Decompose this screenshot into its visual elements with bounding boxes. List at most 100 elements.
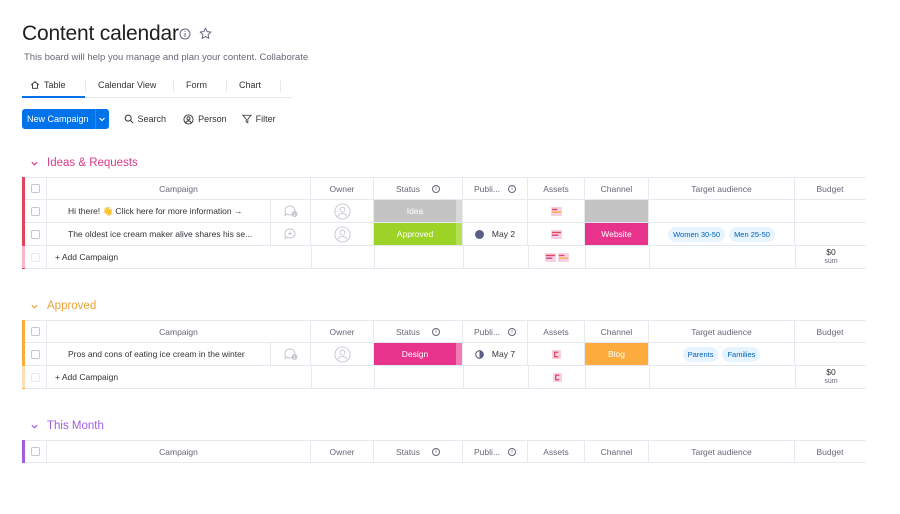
assets-cell[interactable] [528, 223, 585, 245]
table-row[interactable]: Hi there! 👋 Click here for more informat… [25, 200, 866, 223]
assets-cell[interactable] [528, 200, 585, 222]
column-campaign[interactable]: Campaign [47, 321, 311, 342]
chevron-down-icon[interactable] [30, 302, 39, 311]
campaign-name[interactable]: Hi there! 👋 Click here for more informat… [47, 200, 271, 222]
tab-chart-label: Chart [239, 80, 262, 90]
column-channel[interactable]: Channel [585, 321, 649, 342]
publish-date-cell[interactable]: May 2 [463, 223, 528, 245]
add-update-icon[interactable] [271, 223, 311, 245]
group-header-this-month[interactable]: This Month [30, 420, 104, 432]
campaign-name[interactable]: Pros and cons of eating ice cream in the… [47, 343, 271, 365]
owner-avatar[interactable] [311, 200, 374, 222]
info-icon[interactable]: i [508, 184, 516, 193]
row-checkbox[interactable] [25, 200, 47, 222]
column-publish[interactable]: Publi... i [463, 321, 528, 342]
column-channel[interactable]: Channel [585, 441, 649, 462]
tab-calendar-view[interactable]: Calendar View [86, 74, 173, 98]
star-icon[interactable] [199, 27, 212, 40]
column-owner[interactable]: Owner [311, 321, 374, 342]
group-title[interactable]: Approved [47, 300, 97, 312]
group-header-approved[interactable]: Approved [30, 300, 96, 312]
chevron-down-icon[interactable] [30, 422, 39, 431]
column-status[interactable]: Status i [374, 321, 463, 342]
search-label: Search [137, 114, 167, 124]
tab-chart[interactable]: Chart [227, 74, 280, 98]
add-row-checkbox[interactable] [22, 366, 47, 388]
owner-avatar[interactable] [311, 223, 374, 245]
budget-cell[interactable] [795, 200, 865, 222]
info-icon[interactable] [178, 27, 191, 40]
column-channel[interactable]: Channel [585, 178, 649, 199]
campaign-name[interactable]: The oldest ice cream maker alive shares … [47, 223, 271, 245]
select-all-checkbox[interactable] [25, 321, 47, 342]
assets-cell[interactable] [528, 343, 585, 365]
column-budget[interactable]: Budget [816, 183, 844, 194]
search-button[interactable]: Search [124, 114, 167, 124]
column-target-audience[interactable]: Target audience [649, 178, 795, 199]
empty-cell [650, 366, 796, 388]
owner-avatar[interactable] [311, 343, 374, 365]
chevron-down-icon[interactable] [30, 159, 39, 168]
info-icon[interactable]: i [432, 327, 441, 336]
channel-cell[interactable] [585, 200, 649, 222]
column-budget[interactable]: Budget [816, 326, 844, 337]
updates-icon[interactable]: 1 [271, 343, 311, 365]
column-budget[interactable]: Budget [816, 446, 844, 457]
column-campaign[interactable]: Campaign [47, 178, 311, 199]
publish-date-cell[interactable]: May 7 [463, 343, 528, 365]
column-assets[interactable]: Assets [528, 441, 585, 462]
select-all-checkbox[interactable] [25, 441, 47, 462]
column-assets[interactable]: Assets [528, 321, 585, 342]
filter-button[interactable]: Filter [241, 114, 276, 124]
add-campaign-button[interactable]: + Add Campaign [47, 366, 312, 388]
column-target-audience[interactable]: Target audience [649, 441, 795, 462]
table-row[interactable]: Pros and cons of eating ice cream in the… [25, 343, 866, 366]
table-row[interactable]: The oldest ice cream maker alive shares … [25, 223, 866, 246]
budget-cell[interactable] [795, 223, 865, 245]
tab-divider [280, 80, 281, 92]
column-publish[interactable]: Publi... i [463, 441, 528, 462]
group-table-ideas: Campaign Owner Status i Publi... i Assets … [22, 177, 866, 269]
new-campaign-button[interactable]: New Campaign [22, 109, 109, 129]
tab-form[interactable]: Form [174, 74, 226, 98]
status-cell[interactable]: Approved [374, 223, 463, 245]
tab-table[interactable]: Table [22, 74, 85, 98]
row-checkbox[interactable] [25, 223, 47, 245]
chevron-down-icon[interactable] [94, 109, 109, 129]
column-campaign[interactable]: Campaign [47, 441, 311, 462]
assets-summary [529, 366, 586, 388]
target-audience-cell[interactable]: Parents Families [649, 343, 795, 365]
person-filter-button[interactable]: Person [183, 113, 227, 125]
info-icon[interactable]: i [508, 327, 516, 336]
column-target-audience[interactable]: Target audience [649, 321, 795, 342]
budget-sum-label: sum [824, 378, 838, 385]
filter-icon [241, 114, 252, 124]
column-publish[interactable]: Publi... i [463, 178, 528, 199]
channel-cell[interactable]: Blog [585, 343, 649, 365]
status-cell[interactable]: Design [374, 343, 463, 365]
row-checkbox[interactable] [25, 343, 47, 365]
column-owner[interactable]: Owner [311, 441, 374, 462]
group-title[interactable]: This Month [47, 420, 104, 432]
target-audience-cell[interactable] [649, 200, 795, 222]
info-icon[interactable]: i [432, 447, 441, 456]
publish-date-cell[interactable] [463, 200, 528, 222]
channel-cell[interactable]: Website [585, 223, 649, 245]
column-status[interactable]: Status i [374, 178, 463, 199]
updates-icon[interactable]: 1 [271, 200, 311, 222]
column-status[interactable]: Status i [374, 441, 463, 462]
info-icon[interactable]: i [508, 447, 516, 456]
column-assets[interactable]: Assets [528, 178, 585, 199]
add-campaign-button[interactable]: + Add Campaign [47, 246, 312, 268]
group-title[interactable]: Ideas & Requests [47, 157, 138, 169]
select-all-checkbox[interactable] [25, 178, 47, 199]
status-cell[interactable]: Idea [374, 200, 463, 222]
info-icon[interactable]: i [432, 184, 441, 193]
column-owner[interactable]: Owner [311, 178, 374, 199]
svg-text:1: 1 [293, 212, 296, 217]
budget-cell[interactable] [795, 343, 865, 365]
target-audience-cell[interactable]: Women 30-50 Men 25-50 [649, 223, 795, 245]
group-header-ideas[interactable]: Ideas & Requests [30, 157, 138, 169]
svg-text:1: 1 [293, 355, 296, 360]
add-row-checkbox[interactable] [22, 246, 47, 268]
